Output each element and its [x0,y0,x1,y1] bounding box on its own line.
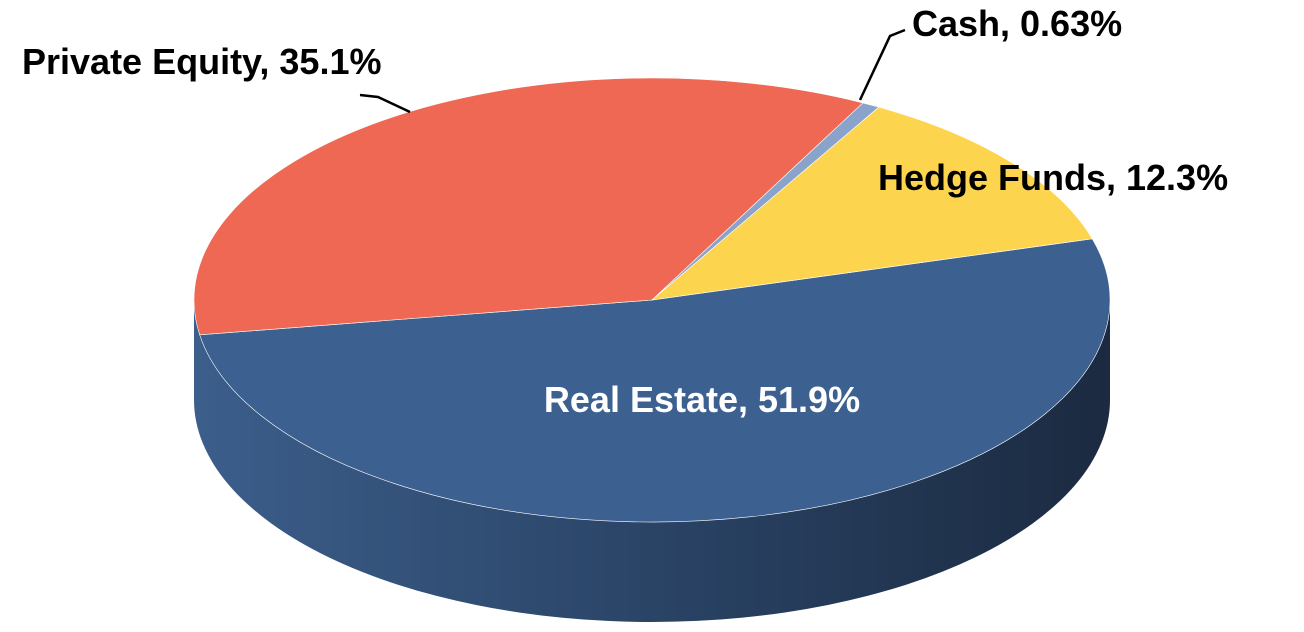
data-label-cash: Cash, 0.63% [912,3,1122,44]
leader-line-private-equity [359,93,411,114]
pie-slice-private-equity [193,77,864,336]
leader-line-cash [858,28,906,101]
pie-side [194,300,1110,622]
data-label-real-estate: Real Estate, 51.9% [544,379,860,420]
leader-lines [359,28,906,114]
data-label-hedge-funds: Hedge Funds, 12.3% [878,157,1228,198]
data-label-private-equity: Private Equity, 35.1% [22,41,382,82]
pie-slice-real-estate [199,238,1111,523]
pie-slices [193,77,1111,523]
data-labels: Real Estate, 51.9% Private Equity, 35.1% C… [22,3,1228,420]
pie-side-wall [194,300,1110,622]
pie-slice-hedge-funds [651,106,1093,301]
